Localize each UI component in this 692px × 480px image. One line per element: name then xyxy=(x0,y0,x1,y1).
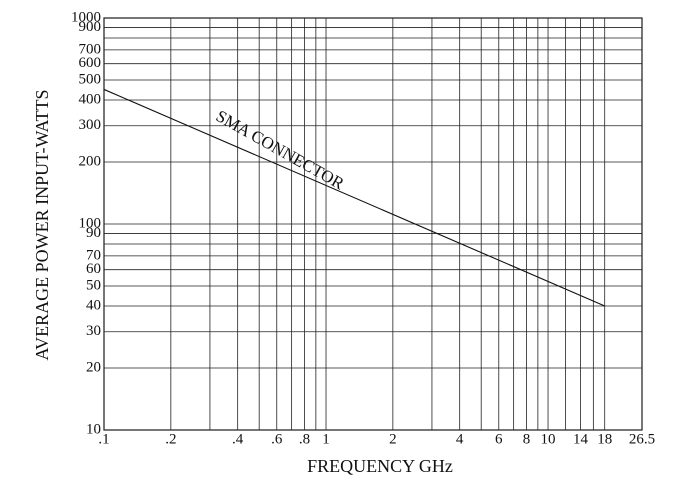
y-tick-label: 300 xyxy=(79,117,102,133)
y-tick-label: 900 xyxy=(79,19,102,35)
x-tick-label: 18 xyxy=(597,431,612,447)
x-tick-label: 8 xyxy=(523,431,531,447)
y-tick-label: 100 xyxy=(79,215,102,231)
y-tick-label: 10 xyxy=(86,421,101,437)
y-tick-label: 70 xyxy=(86,247,101,263)
x-tick-label: .1 xyxy=(98,431,109,447)
x-tick-label: 14 xyxy=(573,431,589,447)
x-tick-label: 26.5 xyxy=(629,431,655,447)
y-tick-label: 400 xyxy=(79,91,102,107)
series-annotation: SMA CONNECTOR xyxy=(213,106,348,193)
y-axis-label: AVERAGE POWER INPUT-WATTS xyxy=(32,89,52,360)
x-tick-label: 1 xyxy=(322,431,330,447)
x-tick-label: 2 xyxy=(389,431,397,447)
y-tick-label: 700 xyxy=(79,41,102,57)
x-tick-label: 10 xyxy=(541,431,556,447)
x-tick-label: .8 xyxy=(299,431,310,447)
x-tick-label: 6 xyxy=(495,431,503,447)
data-line xyxy=(103,88,605,307)
x-tick-label: .2 xyxy=(165,431,176,447)
x-tick-label: .6 xyxy=(271,431,283,447)
y-tick-label: 90 xyxy=(86,225,101,241)
y-tick-label: 1000 xyxy=(71,9,101,25)
y-tick-label: 60 xyxy=(86,261,101,277)
y-tick-label: 500 xyxy=(79,71,102,87)
y-tick-label: 50 xyxy=(86,277,101,293)
x-tick-label: 4 xyxy=(456,431,464,447)
y-tick-label: 20 xyxy=(86,359,101,375)
x-axis-label: FREQUENCY GHz xyxy=(307,456,453,476)
x-tick-label: .4 xyxy=(232,431,244,447)
y-tick-label: 200 xyxy=(79,153,102,169)
y-tick-label: 40 xyxy=(86,297,101,313)
y-tick-label: 30 xyxy=(86,323,101,339)
y-tick-label: 600 xyxy=(79,55,102,71)
